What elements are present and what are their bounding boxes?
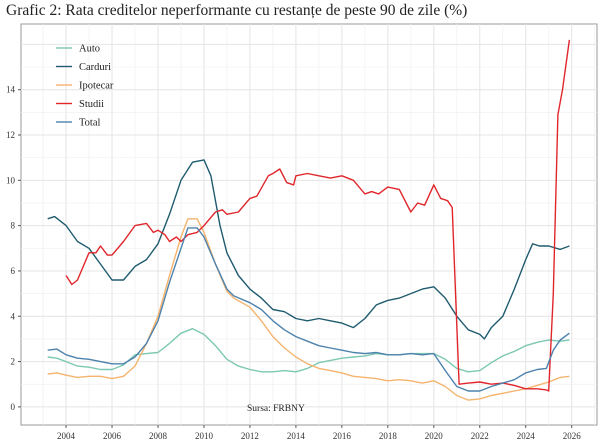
y-tick-label: 8: [11, 221, 16, 231]
legend-label-studii: Studii: [79, 99, 104, 110]
x-tick-label: 2012: [241, 431, 259, 441]
series-line-ipotecar: [47, 218, 570, 401]
axes: 2004 2006 2008 2010 2012 2014 2016 2018 2020 2022…: [6, 85, 581, 441]
x-tick-label: 2010: [195, 431, 214, 441]
x-tick-label: 2004: [57, 431, 76, 441]
y-tick-label: 12: [6, 130, 15, 140]
legend-label-ipotecar: Ipotecar: [79, 81, 114, 92]
series-line-total: [47, 227, 570, 392]
y-tick-label: 0: [11, 402, 16, 412]
x-tick-label: 2020: [425, 431, 444, 441]
series-line-studii: [65, 39, 571, 392]
x-tick-label: 2022: [471, 431, 489, 441]
legend-label-total: Total: [79, 118, 101, 129]
y-tick-label: 2: [11, 357, 16, 367]
x-tick-label: 2008: [149, 431, 168, 441]
series-lines: [47, 39, 571, 401]
chart-title: Grafic 2: Rata creditelor neperformante …: [6, 2, 468, 19]
x-tick-label: 2016: [333, 431, 352, 441]
x-tick-label: 2014: [287, 431, 306, 441]
x-tick-label: 2024: [517, 431, 536, 441]
plot-panel: [20, 23, 598, 426]
series-line-carduri: [47, 159, 570, 340]
x-tick-label: 2018: [379, 431, 398, 441]
y-tick-label: 6: [11, 266, 16, 276]
series-line-auto: [47, 328, 570, 373]
x-tick-label: 2006: [103, 431, 122, 441]
legend-label-carduri: Carduri: [79, 62, 111, 73]
y-tick-label: 10: [6, 175, 16, 185]
source-annotation: Sursa: FRBNY: [247, 404, 305, 414]
x-tick-label: 2026: [563, 431, 582, 441]
legend: Auto Carduri Ipotecar Studii Total: [56, 44, 114, 129]
gridlines: [21, 24, 597, 425]
y-tick-label: 14: [6, 85, 16, 95]
legend-label-auto: Auto: [79, 44, 100, 55]
y-tick-label: 4: [11, 311, 16, 321]
